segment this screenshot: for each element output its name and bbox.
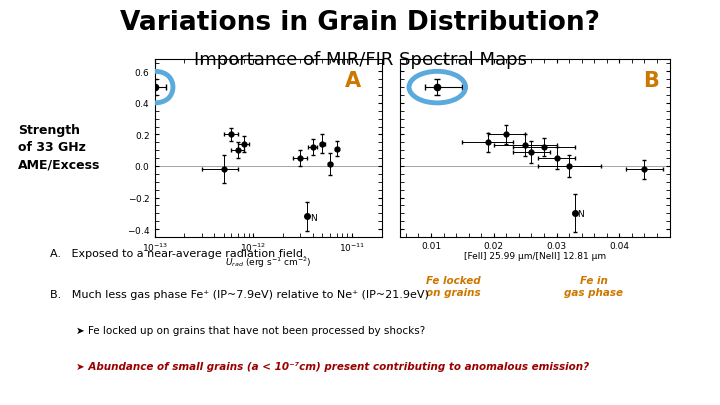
Text: ➤ Fe locked up on grains that have not been processed by shocks?: ➤ Fe locked up on grains that have not b… (76, 326, 425, 336)
X-axis label: $U_{rad}$ (erg s$^{-1}$ cm$^{-2}$): $U_{rad}$ (erg s$^{-1}$ cm$^{-2}$) (225, 256, 312, 270)
Text: B: B (643, 71, 659, 91)
Text: B.   Much less gas phase Fe⁺ (IP~7.9eV) relative to Ne⁺ (IP~21.9eV): B. Much less gas phase Fe⁺ (IP~7.9eV) re… (50, 290, 429, 300)
Text: Fe locked
on grains: Fe locked on grains (426, 276, 481, 298)
Text: N: N (310, 213, 317, 222)
X-axis label: [FeII] 25.99 μm/[NeII] 12.81 μm: [FeII] 25.99 μm/[NeII] 12.81 μm (464, 252, 606, 261)
Text: Fe in
gas phase: Fe in gas phase (564, 276, 624, 298)
Text: Importance of MIR/FIR Spectral Maps: Importance of MIR/FIR Spectral Maps (194, 51, 526, 68)
Text: ➤ Abundance of small grains (a < 10⁻⁷cm) present contributing to anomalous emiss: ➤ Abundance of small grains (a < 10⁻⁷cm)… (76, 362, 589, 373)
Text: A: A (345, 71, 361, 91)
Text: Strength
of 33 GHz
AME/Excess: Strength of 33 GHz AME/Excess (18, 124, 100, 171)
Text: Variations in Grain Distribution?: Variations in Grain Distribution? (120, 10, 600, 36)
Text: A.   Exposed to a near-average radiation field.: A. Exposed to a near-average radiation f… (50, 249, 307, 259)
Text: N: N (577, 210, 584, 220)
